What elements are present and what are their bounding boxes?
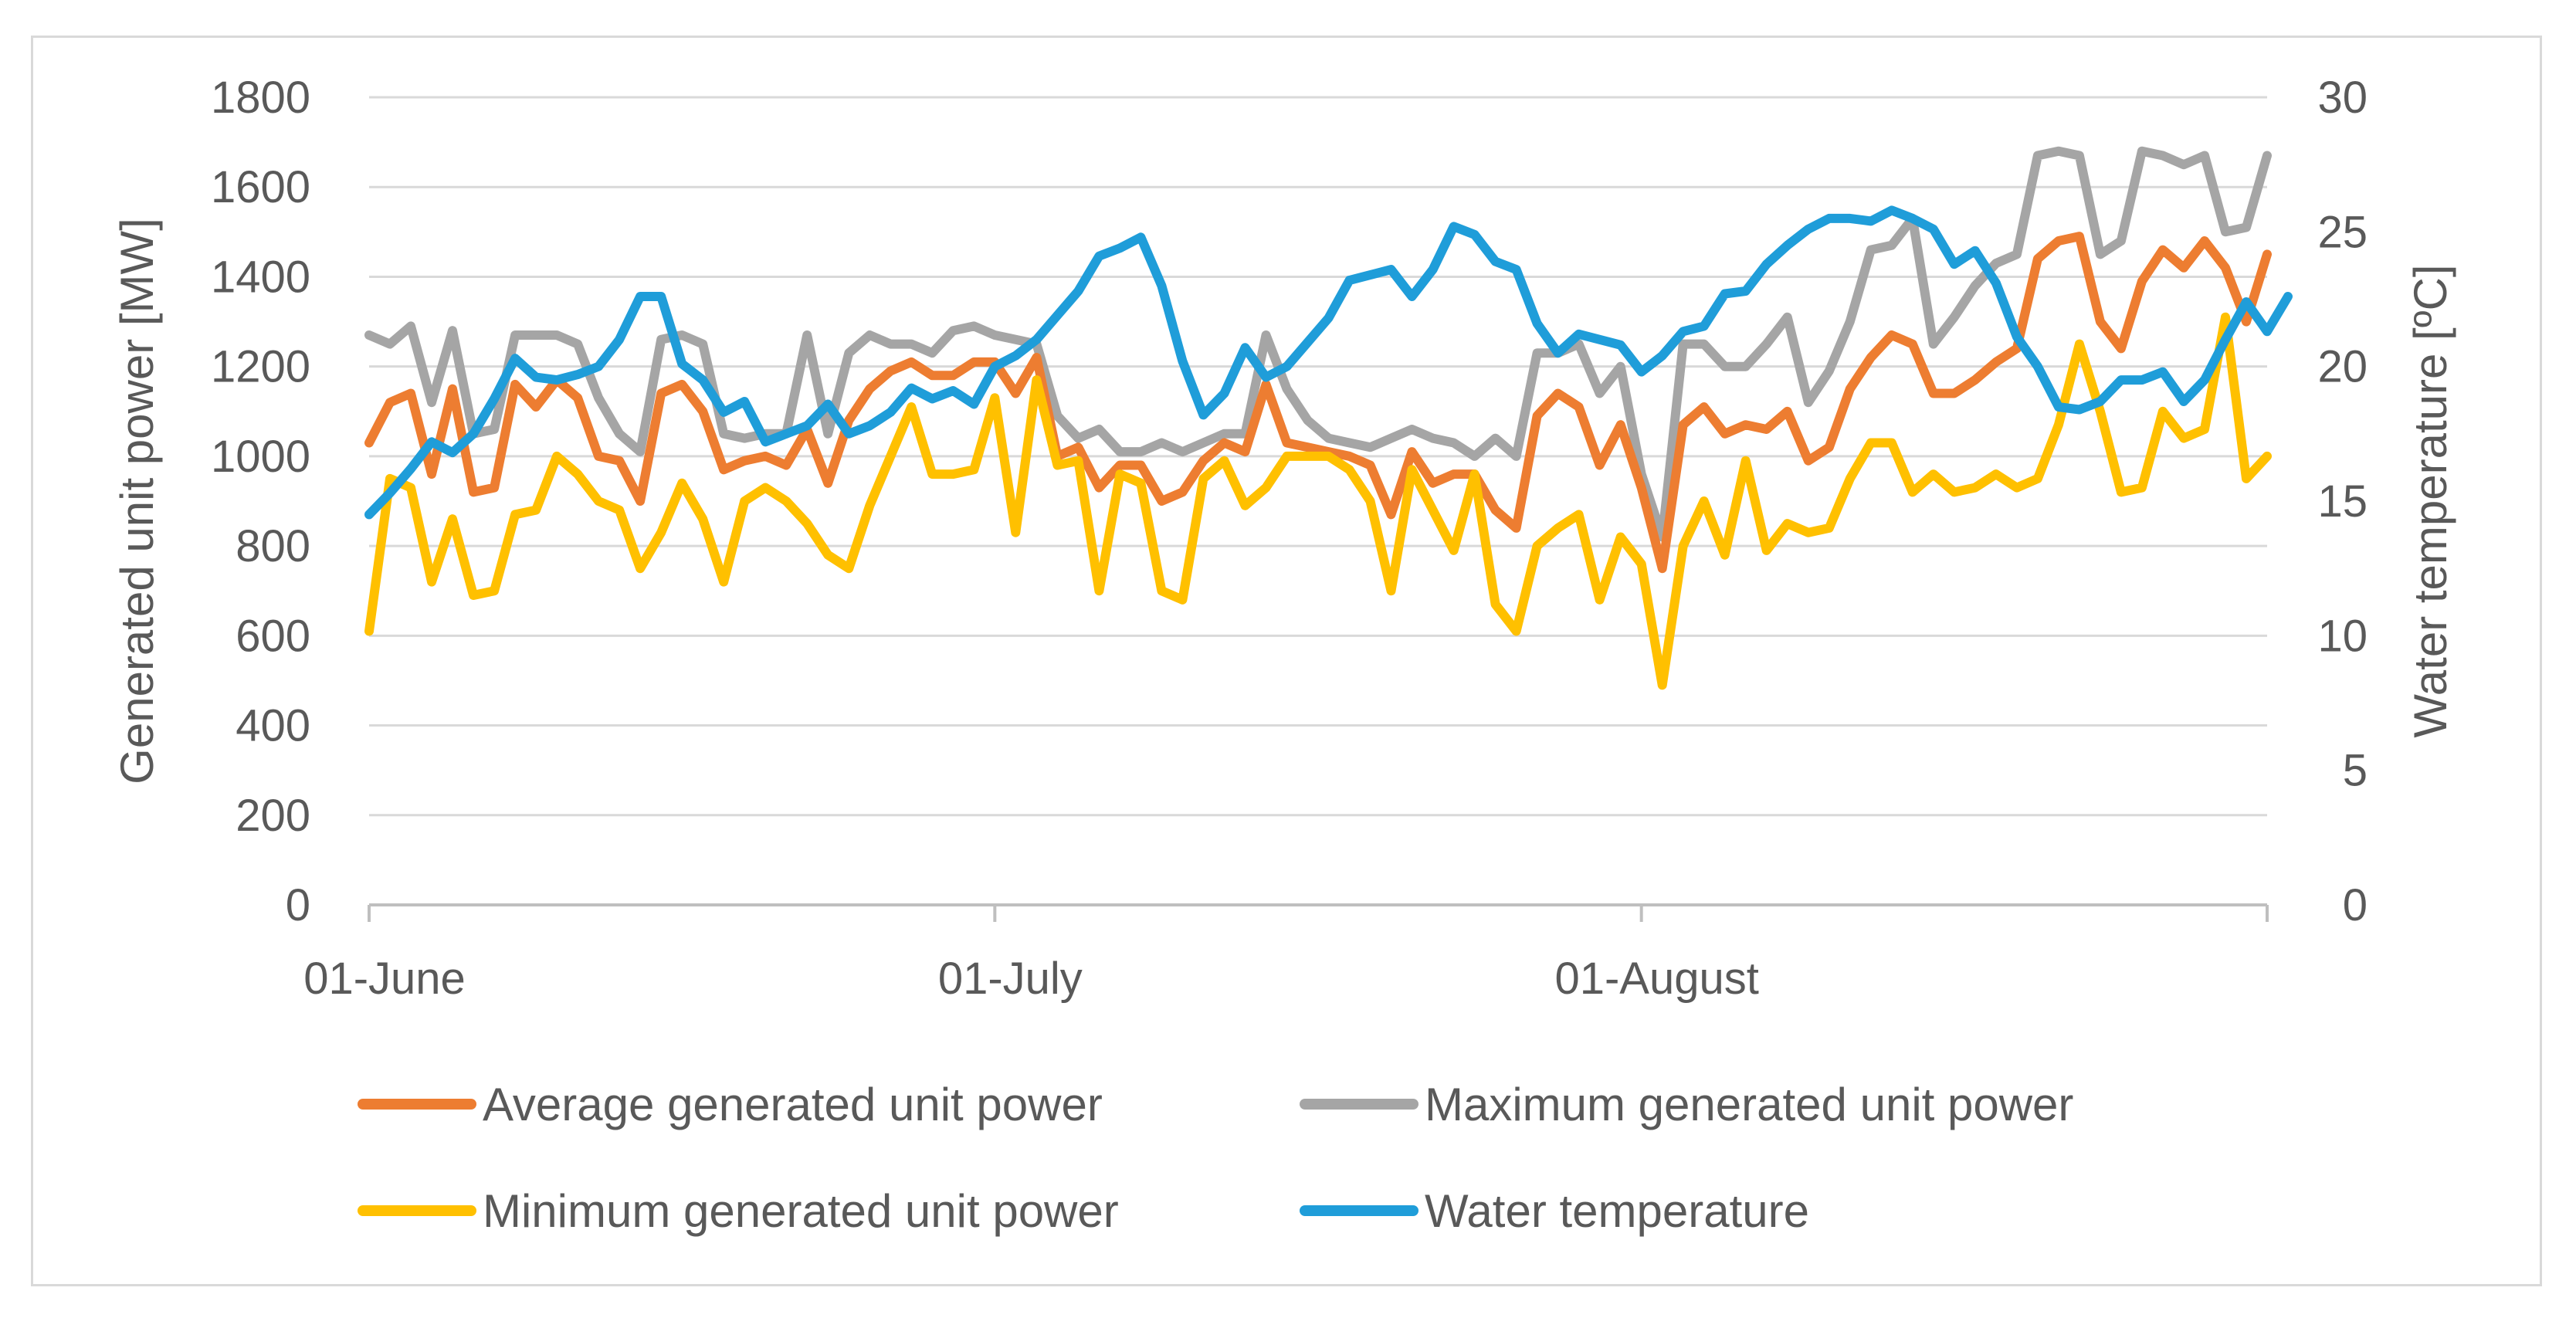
legend-label-maximum: Maximum generated unit power <box>1425 1079 2073 1130</box>
chart-frame <box>31 36 2542 1286</box>
legend-label-water-temperature: Water temperature <box>1425 1185 1809 1237</box>
y-right-tick-label: 15 <box>2317 476 2368 527</box>
y-right-tick-label: 25 <box>2317 207 2368 257</box>
x-tick-label: 01-July <box>938 954 1083 1004</box>
series-water-temperature-line <box>364 205 2293 520</box>
series-average-line <box>364 232 2272 574</box>
y-right-tick-label: 20 <box>2317 342 2368 392</box>
y-right-axis: 0 5 10 15 20 25 30 <box>2317 73 2368 930</box>
y-left-tick-label: 800 <box>236 521 310 571</box>
x-axis: 01-June 01-July 01-August <box>303 905 2269 1004</box>
y-left-tick-label: 600 <box>236 611 310 661</box>
y-left-tick-label: 1400 <box>211 252 310 302</box>
y-left-tick-label: 1000 <box>211 432 310 482</box>
y-right-tick-label: 5 <box>2343 746 2368 796</box>
series-minimum-line <box>364 312 2272 690</box>
x-tick-label: 01-June <box>303 954 466 1004</box>
y-left-tick-label: 200 <box>236 791 310 841</box>
y-right-tick-label: 10 <box>2317 611 2368 661</box>
series-lines <box>364 146 2293 690</box>
legend: Average generated unit power Maximum gen… <box>358 1079 2073 1237</box>
legend-label-minimum: Minimum generated unit power <box>483 1185 1119 1237</box>
y-left-tick-label: 400 <box>236 701 310 751</box>
y-right-tick-label: 0 <box>2343 880 2368 930</box>
legend-label-average: Average generated unit power <box>483 1079 1103 1130</box>
y-left-axis: 0 200 400 600 800 1000 1200 1400 1600 1800 <box>211 73 310 930</box>
y-right-axis-title: Water temperature [ºC] <box>2405 264 2456 737</box>
x-tick-label: 01-August <box>1554 954 1758 1004</box>
y-left-tick-label: 0 <box>286 880 310 930</box>
y-left-tick-label: 1600 <box>211 162 310 212</box>
y-left-tick-label: 1200 <box>211 342 310 392</box>
y-left-tick-label: 1800 <box>211 73 310 123</box>
series-maximum-line <box>364 146 2272 542</box>
y-left-axis-title: Generated unit power [MW] <box>111 218 163 784</box>
gridlines <box>369 96 2267 906</box>
y-right-tick-label: 30 <box>2317 73 2368 123</box>
